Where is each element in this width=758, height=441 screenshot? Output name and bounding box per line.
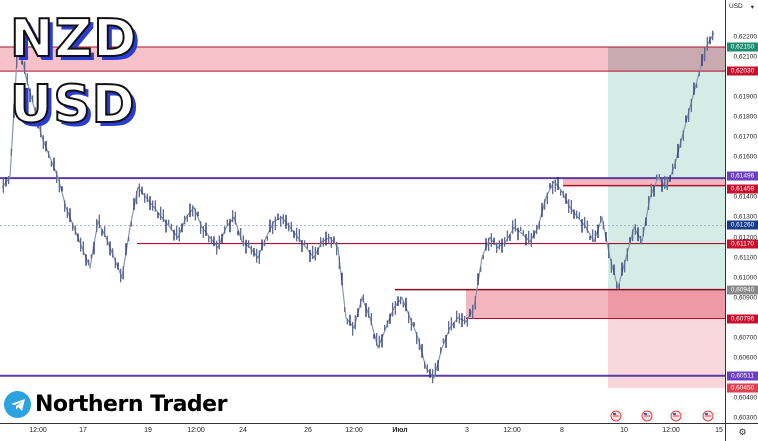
price-tick: 0,61000 bbox=[733, 274, 758, 282]
price-tick: 0,61200 bbox=[733, 234, 758, 242]
price-label: 0,61170 bbox=[727, 239, 758, 249]
time-tick: Июл bbox=[392, 427, 408, 434]
price-label: 0,61459 bbox=[727, 184, 758, 194]
title-line-1: NZD bbox=[9, 8, 138, 70]
chart-title: NZD USD bbox=[9, 6, 138, 138]
time-tick: 12:00 bbox=[345, 427, 363, 434]
brand-name: Northern Trader bbox=[35, 392, 227, 417]
chevron-down-icon: ▾ bbox=[750, 4, 754, 11]
price-tick: 0,61700 bbox=[733, 133, 758, 141]
price-label: 0,60796 bbox=[727, 314, 758, 324]
price-label: 0,60450 bbox=[727, 383, 758, 393]
price-tick: 0,61600 bbox=[733, 153, 758, 161]
telegram-icon bbox=[4, 391, 31, 418]
small-zone bbox=[563, 178, 725, 186]
time-tick: 12:00 bbox=[187, 427, 205, 434]
price-label: 0,60511 bbox=[727, 371, 758, 381]
time-tick: 10 bbox=[620, 427, 628, 434]
currency-selector[interactable]: USD ▾ bbox=[729, 3, 754, 11]
supply-zone bbox=[0, 47, 725, 72]
time-tick: 12:00 bbox=[29, 427, 47, 434]
price-label: 0,60940 bbox=[727, 285, 758, 295]
time-tick: 3 bbox=[465, 427, 469, 434]
price-tick: 0,60400 bbox=[733, 394, 758, 402]
price-tick: 0,60900 bbox=[733, 294, 758, 302]
time-tick: 8 bbox=[560, 427, 564, 434]
profit-zone bbox=[608, 47, 725, 290]
time-tick: 15 bbox=[715, 427, 723, 434]
price-label: 0,61260 bbox=[727, 220, 758, 230]
brand-watermark: Northern Trader bbox=[4, 391, 227, 418]
price-chart bbox=[0, 30, 725, 422]
gear-icon[interactable]: ⚙ bbox=[725, 423, 758, 441]
time-tick: 17 bbox=[79, 427, 87, 434]
price-tick: 0,60300 bbox=[733, 414, 758, 422]
price-tick: 0,61400 bbox=[733, 193, 758, 201]
price-label: 0,62030 bbox=[727, 66, 758, 76]
price-label: 0,62150 bbox=[727, 42, 758, 52]
time-tick: 26 bbox=[304, 427, 312, 434]
price-tick: 0,61800 bbox=[733, 113, 758, 121]
price-tick: 0,62100 bbox=[733, 53, 758, 61]
chart-area[interactable]: NZD USD Northern Trader bbox=[0, 0, 725, 423]
price-tick: 0,60600 bbox=[733, 354, 758, 362]
price-label: 0,61496 bbox=[727, 171, 758, 181]
price-tick: 0,62200 bbox=[733, 33, 758, 41]
time-tick: 12:00 bbox=[662, 427, 680, 434]
title-line-2: USD bbox=[9, 74, 136, 136]
price-tick: 0,61900 bbox=[733, 93, 758, 101]
time-tick: 12:00 bbox=[503, 427, 521, 434]
price-tick: 0,61100 bbox=[733, 254, 757, 262]
demand-zone-overlap bbox=[608, 289, 725, 319]
price-tick: 0,60700 bbox=[733, 334, 758, 342]
price-tick: 0,61300 bbox=[733, 213, 758, 221]
currency-label: USD bbox=[729, 3, 743, 10]
time-axis[interactable]: 12:00 17 19 12:00 24 26 12:00 Июл 3 12:00 8 10 12:00… bbox=[0, 423, 725, 441]
time-tick: 19 bbox=[144, 427, 152, 434]
price-axis[interactable]: USD ▾ 0,62200 0,62100 0,61900 0,61800 0,6170… bbox=[725, 0, 758, 423]
time-tick: 24 bbox=[239, 427, 247, 434]
